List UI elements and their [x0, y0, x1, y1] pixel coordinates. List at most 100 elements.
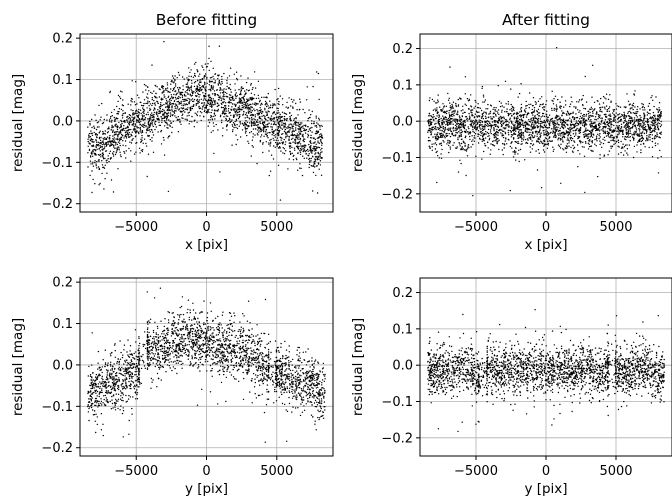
scatter-point — [543, 139, 546, 141]
scatter-point — [223, 93, 225, 96]
scatter-point — [108, 138, 111, 140]
scatter-point — [313, 162, 316, 165]
scatter-point — [604, 139, 606, 141]
scatter-point — [168, 105, 170, 108]
scatter-point — [632, 156, 635, 159]
scatter-point — [510, 103, 512, 106]
scatter-point — [239, 99, 241, 101]
scatter-point — [533, 109, 536, 111]
scatter-point — [98, 136, 101, 139]
scatter-point — [243, 95, 245, 97]
scatter-point — [204, 73, 207, 75]
scatter-point — [197, 92, 199, 95]
scatter-point — [650, 96, 652, 99]
scatter-point — [204, 87, 206, 89]
scatter-point — [434, 148, 437, 150]
scatter-point — [218, 45, 221, 47]
scatter-point — [143, 126, 145, 129]
scatter-point — [117, 146, 119, 148]
scatter-point — [555, 136, 557, 138]
scatter-point — [573, 106, 575, 108]
scatter-point — [573, 118, 575, 121]
scatter-point — [192, 92, 194, 94]
scatter-point — [646, 114, 648, 116]
scatter-point — [437, 126, 439, 129]
scatter-point — [107, 141, 109, 143]
scatter-point — [640, 116, 642, 119]
scatter-point — [210, 87, 212, 89]
scatter-point — [303, 157, 305, 159]
scatter-point — [550, 118, 552, 120]
scatter-point — [271, 118, 273, 121]
scatter-point — [95, 119, 97, 122]
scatter-point — [235, 113, 237, 115]
scatter-point — [512, 151, 514, 153]
scatter-point — [205, 86, 207, 88]
scatter-point — [303, 140, 305, 143]
scatter-point — [472, 139, 474, 141]
scatter-point — [273, 122, 275, 125]
scatter-point — [133, 153, 136, 155]
scatter-point — [214, 103, 216, 106]
scatter-point — [281, 111, 284, 114]
scatter-point — [264, 104, 266, 106]
scatter-point — [223, 110, 226, 112]
scatter-point — [265, 102, 268, 104]
scatter-point — [235, 108, 237, 110]
scatter-point — [494, 121, 496, 124]
scatter-point — [660, 133, 662, 135]
scatter-point — [266, 113, 268, 115]
scatter-point — [128, 121, 130, 123]
scatter-point — [590, 121, 593, 123]
scatter-point — [184, 91, 187, 93]
scatter-point — [162, 108, 164, 111]
scatter-point — [224, 107, 227, 109]
scatter-point — [141, 117, 143, 120]
scatter-point — [593, 101, 596, 104]
scatter-point — [532, 143, 535, 145]
scatter-point — [551, 120, 553, 123]
scatter-point — [229, 88, 232, 91]
scatter-point — [476, 106, 479, 109]
scatter-point — [200, 102, 203, 104]
scatter-point — [151, 112, 153, 114]
scatter-point — [498, 100, 501, 103]
scatter-point — [201, 106, 204, 108]
scatter-point — [181, 104, 183, 107]
scatter-point — [299, 122, 302, 124]
scatter-point — [243, 98, 245, 101]
scatter-point — [239, 115, 241, 118]
scatter-point — [265, 111, 267, 113]
scatter-point — [154, 122, 156, 124]
scatter-point — [504, 140, 506, 142]
scatter-point — [93, 125, 95, 127]
scatter-point — [625, 116, 628, 118]
scatter-point — [256, 121, 258, 124]
scatter-point — [595, 135, 598, 137]
scatter-point — [171, 96, 173, 98]
scatter-point — [205, 111, 207, 114]
scatter-point — [565, 130, 568, 132]
scatter-point — [428, 113, 430, 115]
scatter-point — [228, 94, 231, 96]
scatter-point — [243, 105, 245, 108]
scatter-point — [546, 127, 549, 129]
scatter-point — [635, 111, 637, 113]
scatter-point — [167, 96, 169, 99]
scatter-point — [466, 118, 468, 121]
scatter-point — [127, 135, 129, 137]
scatter-point — [228, 112, 230, 114]
scatter-point — [490, 118, 492, 120]
scatter-point — [303, 129, 305, 132]
scatter-point — [507, 101, 509, 103]
scatter-point — [148, 126, 151, 129]
scatter-point — [427, 120, 429, 123]
scatter-point — [92, 155, 94, 157]
scatter-point — [292, 137, 294, 139]
scatter-point — [224, 91, 226, 94]
scatter-point — [235, 134, 237, 136]
scatter-point — [180, 123, 182, 126]
scatter-point — [269, 100, 271, 102]
scatter-point — [575, 129, 577, 131]
scatter-point — [231, 119, 233, 121]
